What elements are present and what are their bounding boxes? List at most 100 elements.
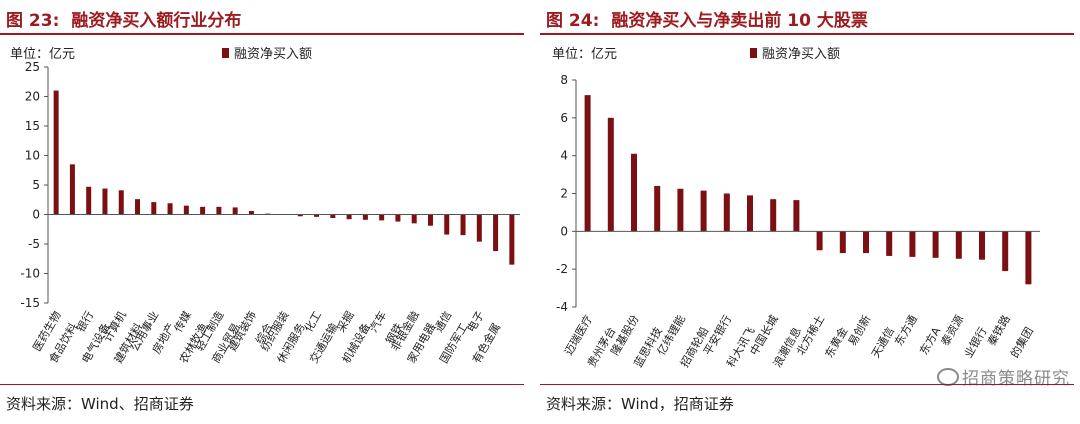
y-tick-label: -10 xyxy=(20,267,40,281)
bar xyxy=(979,231,985,260)
bar xyxy=(379,214,385,221)
bar xyxy=(427,214,433,226)
bar xyxy=(1025,231,1032,285)
unit-label: 单位：亿元 xyxy=(552,47,617,62)
figure-24-panel: 图 24: 融资净买入与净卖出前 10 大股票 单位：亿元 融资净买入额 8 6 4 2 0 -… xyxy=(540,0,1080,424)
y-tick-label: -4 xyxy=(556,300,568,314)
y-tick-label: 0 xyxy=(560,224,568,238)
bar xyxy=(411,214,417,224)
bar xyxy=(53,90,59,215)
bar xyxy=(314,214,320,217)
bar xyxy=(493,214,499,252)
y-tick-label: 4 xyxy=(560,149,568,163)
figure-23-panel: 图 23: 融资净买入额行业分布 单位：亿元 融资净买入额 25 20 15 10 5 0 -5 -… xyxy=(0,0,530,424)
y-tick-label: -5 xyxy=(28,237,40,251)
bar xyxy=(135,199,141,215)
title-rule xyxy=(0,33,524,35)
watermark: 招商策略研究 xyxy=(937,364,1070,389)
y-tick-label: 15 xyxy=(25,119,40,133)
bar xyxy=(584,95,591,232)
stock-bar-chart: 单位：亿元 融资净买入额86420-2-4迈瑞医疗贵州茅台隆基股份蓝思科技亿纬锂能… xyxy=(552,47,1040,370)
x-tick-label: 银行 xyxy=(73,309,96,335)
x-tick-label: 通信 xyxy=(432,309,454,335)
x-tick-label: 泰资源 xyxy=(938,313,967,349)
bar xyxy=(886,231,893,256)
bar xyxy=(723,193,730,232)
source-note: 资料来源：Wind、招商证券 xyxy=(6,395,194,413)
bar xyxy=(747,195,753,232)
wechat-icon xyxy=(937,368,959,386)
watermark-text: 招商策略研究 xyxy=(962,369,1070,389)
bar xyxy=(86,186,92,215)
bar xyxy=(700,190,707,232)
y-tick-label: 0 xyxy=(32,208,40,222)
bar xyxy=(346,214,352,220)
bar xyxy=(770,199,777,232)
bar xyxy=(330,214,336,219)
bar xyxy=(395,214,401,222)
bar xyxy=(167,203,173,215)
figure-title: 图 23: 融资净买入额行业分布 xyxy=(6,6,241,31)
bar xyxy=(793,200,800,232)
x-tick-label: 的集团 xyxy=(1007,325,1036,361)
y-tick-label: -2 xyxy=(556,262,568,276)
legend-swatch xyxy=(222,48,229,58)
bar xyxy=(183,205,189,215)
bar xyxy=(932,231,939,258)
bar xyxy=(607,117,614,232)
bar xyxy=(476,214,482,242)
source-note: 资料来源：Wind，招商证券 xyxy=(546,395,734,413)
y-tick-label: 10 xyxy=(25,149,40,163)
bar xyxy=(362,214,368,220)
x-tick-label: 化工 xyxy=(301,309,324,335)
bar xyxy=(102,188,108,215)
y-tick-label: 25 xyxy=(25,60,40,74)
bar xyxy=(151,202,157,215)
bar xyxy=(216,206,222,215)
x-tick-label: 传媒 xyxy=(172,309,194,335)
unit-label: 单位：亿元 xyxy=(10,47,75,62)
x-tick-label: 汽车 xyxy=(366,309,389,335)
y-tick-label: 20 xyxy=(25,90,40,104)
bar xyxy=(631,153,637,232)
figure-number: 图 24: xyxy=(546,11,600,31)
bar xyxy=(460,214,466,236)
bar xyxy=(200,206,206,215)
x-tick-label: 东方通 xyxy=(891,313,920,349)
bar xyxy=(839,231,846,254)
legend-swatch xyxy=(750,48,757,58)
bar xyxy=(955,231,962,259)
y-tick-label: 8 xyxy=(560,73,568,87)
figure-number: 图 23: xyxy=(6,11,60,31)
source-rule xyxy=(0,384,524,385)
figure-title-text: 融资净买入与净卖出前 10 大股票 xyxy=(611,11,868,31)
y-tick-label: 5 xyxy=(32,178,40,192)
bar xyxy=(118,190,124,215)
bar xyxy=(654,185,661,232)
legend-label: 融资净买入额 xyxy=(762,47,840,62)
bar xyxy=(232,207,238,215)
x-tick-label: 电子 xyxy=(465,309,487,335)
bar xyxy=(909,231,916,257)
figure-title: 图 24: 融资净买入与净卖出前 10 大股票 xyxy=(546,6,868,31)
y-tick-label: -15 xyxy=(20,296,40,310)
bar xyxy=(444,214,450,235)
bar xyxy=(69,164,75,215)
x-tick-label: 秦铁路 xyxy=(984,313,1013,349)
bar xyxy=(509,214,515,265)
figure-title-text: 融资净买入额行业分布 xyxy=(71,11,242,31)
y-tick-label: 2 xyxy=(560,187,568,201)
industry-bar-chart: 单位：亿元 融资净买入额2520151050-5-10-15医药生物食品饮料银行电… xyxy=(10,47,520,366)
bar xyxy=(816,231,823,251)
x-tick-label: 易创新 xyxy=(845,313,874,349)
y-tick-label: 6 xyxy=(560,111,568,125)
bar xyxy=(1002,231,1009,272)
bar xyxy=(677,188,684,232)
legend-label: 融资净买入额 xyxy=(234,47,312,62)
bar xyxy=(863,231,869,254)
bar xyxy=(297,214,303,217)
title-rule xyxy=(540,33,1074,35)
x-tick-label: 采掘 xyxy=(334,309,357,335)
x-tick-label: 迈瑞医疗 xyxy=(561,313,595,358)
bar xyxy=(248,210,254,215)
